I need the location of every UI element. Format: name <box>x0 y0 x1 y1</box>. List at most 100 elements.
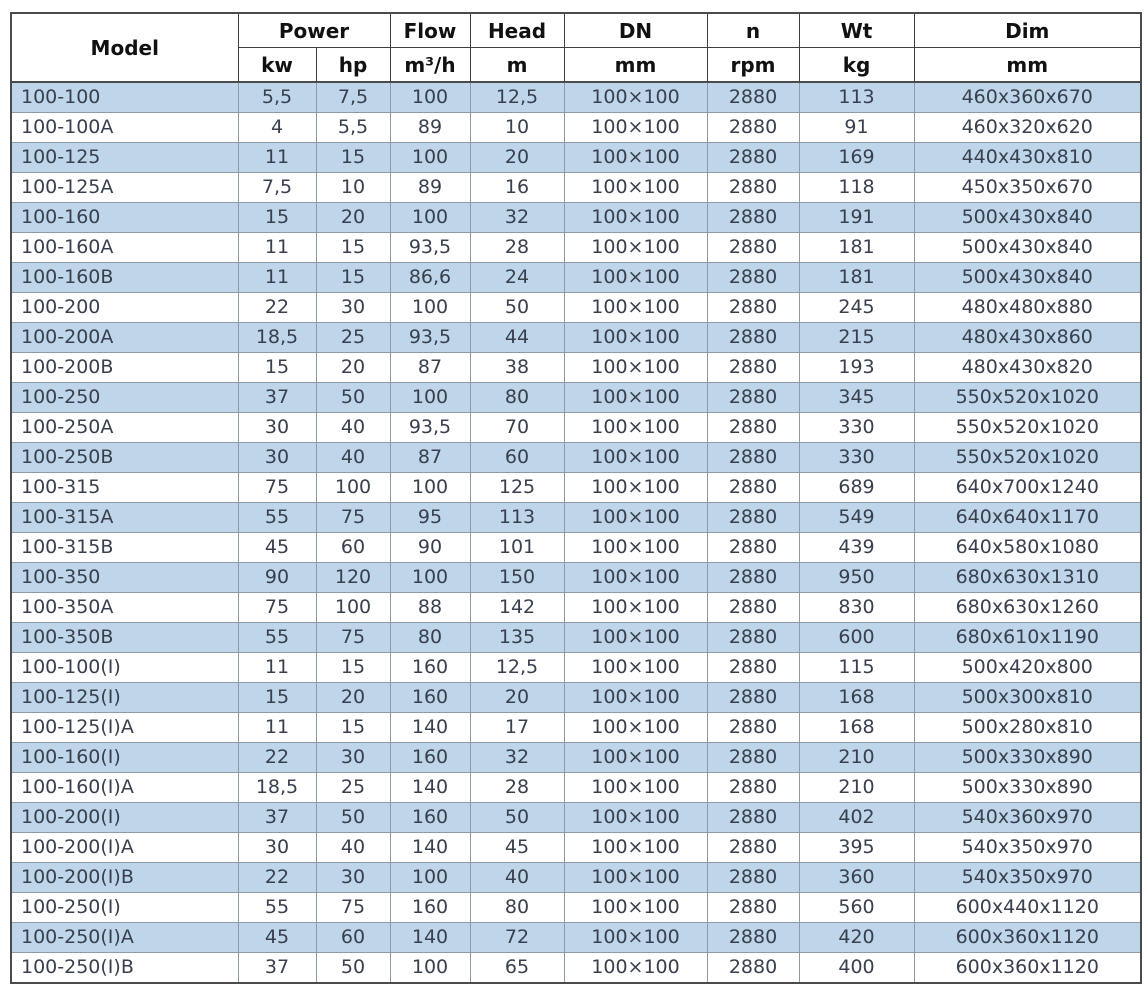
cell-model: 100-250 <box>10 382 239 413</box>
cell-power-hp: 40 <box>315 412 391 443</box>
cell-rpm: 2880 <box>706 292 800 323</box>
cell-power-hp: 15 <box>315 712 391 743</box>
cell-power-hp: 30 <box>315 862 391 893</box>
cell-head: 60 <box>469 442 565 473</box>
header-dim: Dim <box>913 12 1142 48</box>
cell-flow: 100 <box>389 81 471 113</box>
cell-flow: 87 <box>389 442 471 473</box>
cell-model: 100-160 <box>10 202 239 233</box>
cell-dimensions: 460x360x670 <box>913 81 1142 113</box>
cell-rpm: 2880 <box>706 81 800 113</box>
cell-head: 32 <box>469 202 565 233</box>
cell-weight: 600 <box>798 622 915 653</box>
header-head: Head <box>469 12 565 48</box>
cell-power-kw: 55 <box>237 502 317 533</box>
cell-power-kw: 45 <box>237 532 317 563</box>
cell-rpm: 2880 <box>706 262 800 293</box>
cell-weight: 193 <box>798 352 915 383</box>
cell-flow: 140 <box>389 922 471 953</box>
cell-head: 38 <box>469 352 565 383</box>
cell-model: 100-200(I)A <box>10 832 239 863</box>
cell-power-hp: 40 <box>315 832 391 863</box>
table-row: 100-160 15 20 100 32 100×100 2880 191 50… <box>10 202 1142 233</box>
table-row: 100-200(I)B 22 30 100 40 100×100 2880 36… <box>10 862 1142 893</box>
cell-flow: 140 <box>389 772 471 803</box>
cell-weight: 420 <box>798 922 915 953</box>
cell-head: 16 <box>469 172 565 203</box>
cell-head: 101 <box>469 532 565 563</box>
cell-model: 100-125(I)A <box>10 712 239 743</box>
header-model: Model <box>10 12 239 83</box>
cell-head: 50 <box>469 802 565 833</box>
cell-dimensions: 500x280x810 <box>913 712 1142 743</box>
cell-dimensions: 480x430x820 <box>913 352 1142 383</box>
cell-weight: 439 <box>798 532 915 563</box>
cell-power-hp: 75 <box>315 622 391 653</box>
cell-dn: 100×100 <box>563 532 708 563</box>
cell-power-hp: 20 <box>315 352 391 383</box>
cell-dimensions: 540x350x970 <box>913 832 1142 863</box>
cell-weight: 169 <box>798 142 915 173</box>
table-row: 100-200(I) 37 50 160 50 100×100 2880 402… <box>10 802 1142 833</box>
cell-dimensions: 600x360x1120 <box>913 922 1142 953</box>
cell-dn: 100×100 <box>563 622 708 653</box>
cell-power-kw: 11 <box>237 262 317 293</box>
cell-power-hp: 75 <box>315 502 391 533</box>
cell-flow: 89 <box>389 172 471 203</box>
cell-dimensions: 640x700x1240 <box>913 472 1142 503</box>
cell-weight: 689 <box>798 472 915 503</box>
cell-power-hp: 40 <box>315 442 391 473</box>
cell-model: 100-315B <box>10 532 239 563</box>
cell-head: 65 <box>469 952 565 984</box>
header-row-units: kw hp m³/h m mm rpm kg mm <box>11 47 1142 83</box>
cell-dn: 100×100 <box>563 112 708 143</box>
cell-dimensions: 450x350x670 <box>913 172 1142 203</box>
cell-dn: 100×100 <box>563 472 708 503</box>
table-row: 100-100 5,5 7,5 100 12,5 100×100 2880 11… <box>10 81 1142 113</box>
table-row: 100-200B 15 20 87 38 100×100 2880 193 48… <box>10 352 1142 383</box>
cell-head: 32 <box>469 742 565 773</box>
cell-power-hp: 25 <box>315 322 391 353</box>
cell-head: 135 <box>469 622 565 653</box>
header-unit-head: m <box>469 47 565 83</box>
cell-flow: 160 <box>389 742 471 773</box>
cell-head: 50 <box>469 292 565 323</box>
cell-power-hp: 5,5 <box>315 112 391 143</box>
cell-model: 100-125A <box>10 172 239 203</box>
cell-model: 100-100A <box>10 112 239 143</box>
cell-power-kw: 11 <box>237 652 317 683</box>
cell-dn: 100×100 <box>563 832 708 863</box>
cell-model: 100-100(I) <box>10 652 239 683</box>
cell-head: 72 <box>469 922 565 953</box>
cell-dn: 100×100 <box>563 172 708 203</box>
cell-dimensions: 540x350x970 <box>913 862 1142 893</box>
cell-flow: 90 <box>389 532 471 563</box>
cell-dn: 100×100 <box>563 952 708 984</box>
cell-head: 28 <box>469 232 565 263</box>
table-body: 100-100 5,5 7,5 100 12,5 100×100 2880 11… <box>10 81 1142 984</box>
cell-flow: 100 <box>389 862 471 893</box>
cell-power-kw: 75 <box>237 472 317 503</box>
table-row: 100-315A 55 75 95 113 100×100 2880 549 6… <box>10 502 1142 533</box>
cell-weight: 113 <box>798 81 915 113</box>
cell-power-kw: 30 <box>237 412 317 443</box>
cell-flow: 93,5 <box>389 322 471 353</box>
cell-power-kw: 22 <box>237 742 317 773</box>
cell-rpm: 2880 <box>706 142 800 173</box>
cell-power-hp: 7,5 <box>315 81 391 113</box>
cell-weight: 830 <box>798 592 915 623</box>
cell-model: 100-200A <box>10 322 239 353</box>
cell-power-kw: 5,5 <box>237 81 317 113</box>
cell-rpm: 2880 <box>706 682 800 713</box>
table-row: 100-160(I) 22 30 160 32 100×100 2880 210… <box>10 742 1142 773</box>
cell-head: 150 <box>469 562 565 593</box>
cell-head: 20 <box>469 682 565 713</box>
table-row: 100-125A 7,5 10 89 16 100×100 2880 118 4… <box>10 172 1142 203</box>
table-row: 100-200 22 30 100 50 100×100 2880 245 48… <box>10 292 1142 323</box>
cell-flow: 80 <box>389 622 471 653</box>
cell-flow: 89 <box>389 112 471 143</box>
cell-power-kw: 15 <box>237 682 317 713</box>
table-row: 100-200(I)A 30 40 140 45 100×100 2880 39… <box>10 832 1142 863</box>
table-row: 100-125(I)A 11 15 140 17 100×100 2880 16… <box>10 712 1142 743</box>
cell-flow: 93,5 <box>389 412 471 443</box>
